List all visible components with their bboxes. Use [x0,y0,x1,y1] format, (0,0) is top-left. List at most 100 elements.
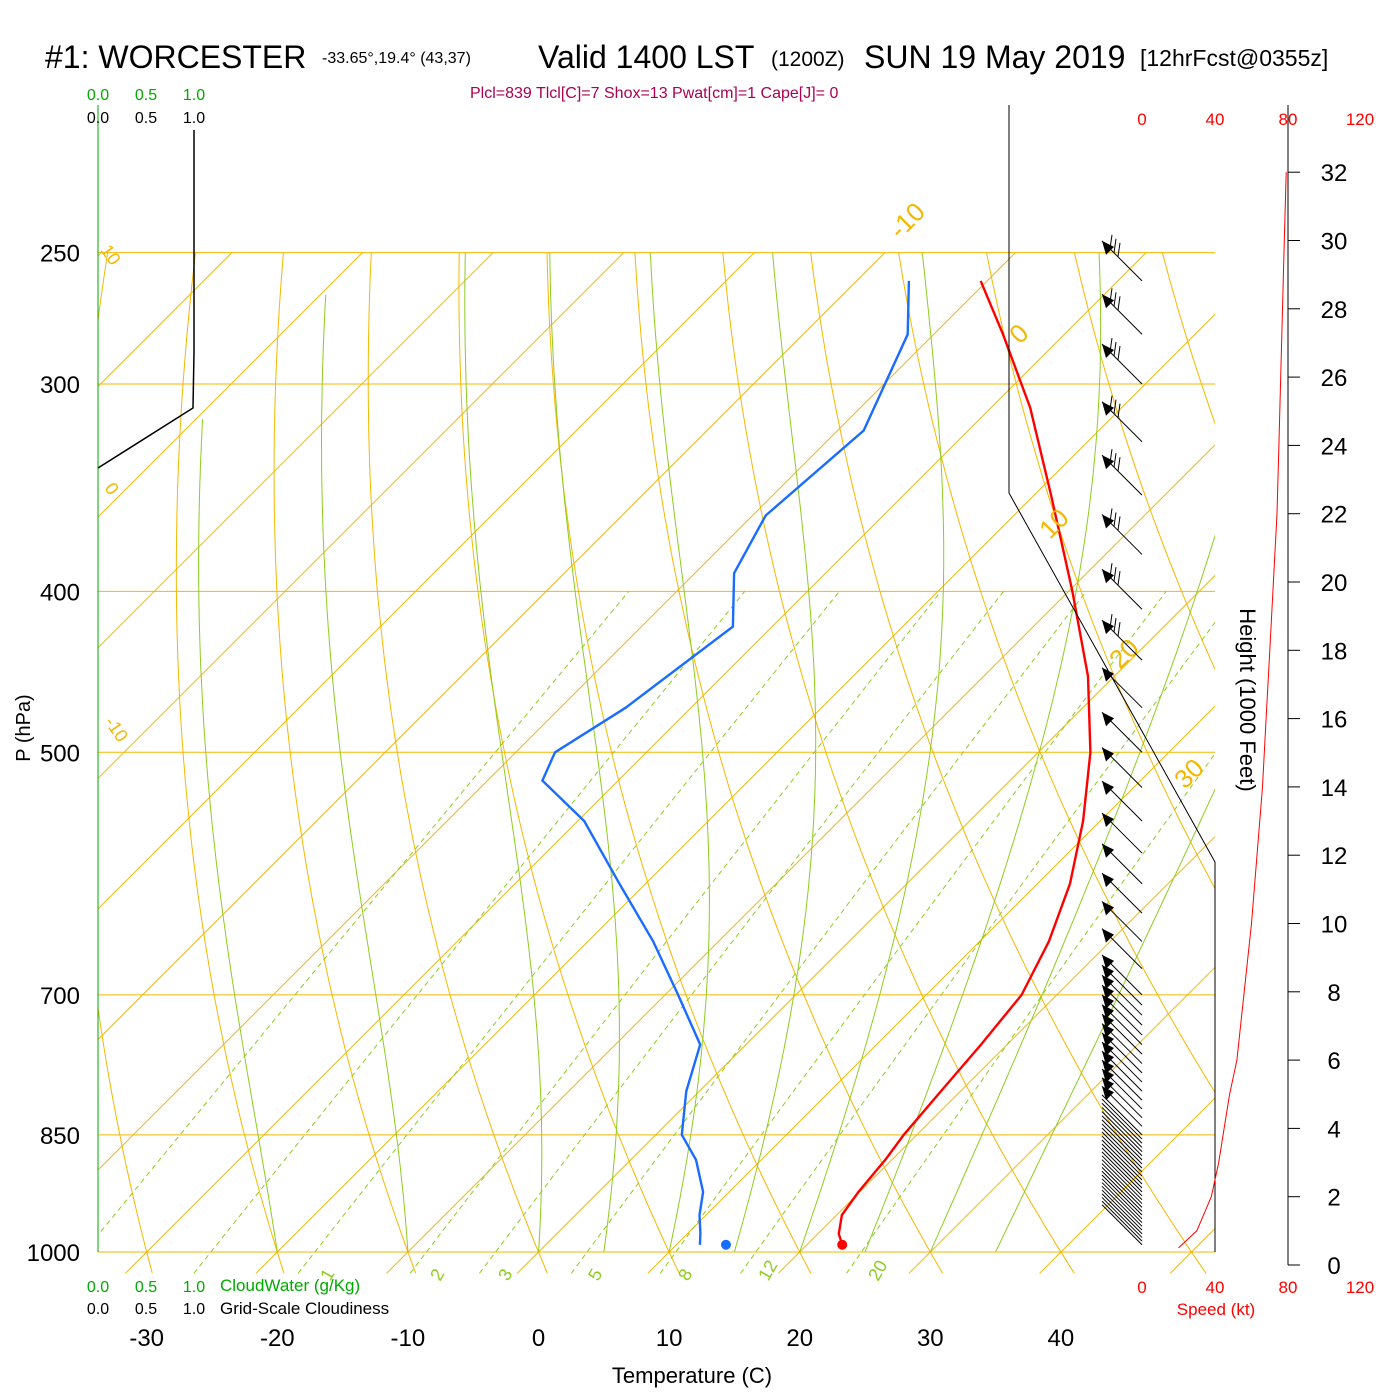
wind-barb-pennant [1102,1051,1114,1066]
isotherm-line [647,705,1215,1274]
wind-barb-pennant [1102,873,1114,888]
wind-barb-staff [1101,1111,1143,1152]
wind-barb-pennant [1102,843,1114,858]
wind-barb-pennant [1102,294,1114,309]
isobar-lines [98,252,1215,1253]
wind-barb-pennant [1102,1086,1114,1101]
isotherm-line [98,252,1016,1171]
wind-barb-staff [1101,1094,1143,1136]
isotherm-line [778,835,1215,1274]
wind-barb-pennant [1102,813,1114,828]
isotherm-line [98,252,755,910]
wind-barb-feather [1109,395,1113,410]
wind-barb-staff [1101,1178,1143,1220]
wind-barb-pennant [1102,712,1114,727]
pressure-tick-label: 1000 [27,1240,80,1267]
wind-barb-feather [1113,453,1117,468]
dry-adiabat-line [98,252,153,1274]
cloud-water-scale-label: 0.0 [87,1279,109,1296]
cloudiness-scale-label: 0.5 [135,110,157,127]
height-tick-label: 2 [1327,1185,1340,1212]
moist-adiabat-line [799,252,945,1253]
wind-barb-staff [1101,1147,1143,1189]
height-tick-label: 20 [1321,570,1348,597]
wind-barb-pennant [1102,985,1114,1000]
surface-temperature-marker [837,1239,848,1250]
wind-barb-pennant [1102,401,1114,416]
dry-adiabat-line [1073,252,1215,671]
wind-barb-staff [1101,1170,1143,1212]
wind-barb-pennant [1102,1077,1114,1092]
wind-barb-feather [1109,563,1113,578]
wind-barb-staff [1101,1143,1143,1185]
forecast-info: [12hrFcst@0355z] [1140,45,1328,71]
height-tick-label: 26 [1321,365,1348,392]
mixing-ratio-line [98,591,630,1236]
wind-barb-pennant [1102,1014,1114,1029]
cloudiness-scale-label: 0.0 [87,110,109,127]
temperature-tick-label: 20 [786,1325,813,1352]
dry-adiabat-line [546,252,812,1274]
utc-time: (1200Z) [771,48,845,71]
pressure-tick-label: 400 [40,579,80,606]
moist-adiabat-lines [198,252,1215,1253]
station-coords: -33.65°,19.4° (43,37) [322,50,471,67]
wind-barb-feather [1113,618,1117,633]
wind-barb-feather [1117,622,1121,637]
speed-label: Speed (kt) [1177,1300,1255,1319]
height-tick-label: 22 [1321,502,1348,529]
height-tick-label: 0 [1327,1253,1340,1280]
speed-scale-label: 40 [1206,1278,1225,1297]
wind-barb-staff [1101,1098,1143,1140]
pressure-tick-label: 850 [40,1123,80,1150]
wind-barb-feather [1117,296,1121,311]
wind-barb-feather [1117,345,1121,361]
wind-barbs [1101,234,1143,1246]
moist-adiabat-line [649,252,710,1253]
moist-adiabat-line [464,252,543,1253]
temperature-tick-label: 0 [532,1325,545,1352]
forecast-date: SUN 19 May 2019 [864,39,1125,75]
wind-barb-feather [1109,234,1113,249]
temperature-tick-label: -20 [260,1325,295,1352]
x-axis-title: Temperature (C) [612,1363,772,1388]
wind-barb-staff [1101,1185,1143,1227]
dewpoint-line [540,280,911,1245]
surface-dewpoint-marker [720,1239,731,1250]
moist-adiabat-line [320,294,409,1253]
temperature-tick-label: -10 [391,1325,426,1352]
height-tick-label: 14 [1321,775,1348,802]
cloudiness-label: Grid-Scale Cloudiness [220,1299,389,1318]
wind-barb-pennant [1102,781,1114,796]
y-axis-title: P (hPa) [13,694,35,761]
wind-barb-staff [1101,1131,1143,1173]
wind-barb-staff [1101,1151,1143,1193]
wind-barb-feather [1113,341,1117,357]
wind-barb-staff [1101,1189,1143,1231]
wind-barb-pennant [1102,455,1114,470]
wind-barb-feather [1113,399,1117,414]
height-tick-label: 32 [1321,160,1348,187]
wind-barb-staff [1101,1193,1143,1235]
wind-barb-pennant [1102,975,1114,990]
speed-scale-label: 120 [1346,110,1374,129]
speed-scale-label: 0 [1137,110,1146,129]
wind-barb-staff [1101,1102,1143,1144]
moist-adiabat-line [929,534,1215,1253]
cloudiness-scale-label: 0.5 [135,1301,157,1318]
wind-barb-feather [1117,242,1121,257]
wind-barb-staff [1101,1163,1143,1204]
station-title: #1: WORCESTER [45,39,306,75]
isotherm-line [125,252,1147,1274]
wind-barb-feather [1117,571,1121,586]
cloud-panel: 0.0 0.0 0.5 0.5 1.0 1.0 0.0 0.0 0.5 0.5 1.0 1.0 [87,87,205,1318]
wind-barb-feather [1109,337,1113,353]
isotherm-line [386,444,1215,1274]
wind-barb-pennant [1102,1060,1114,1075]
sounding-profiles [540,280,1092,1250]
wind-barb-feather [1117,457,1121,472]
pressure-tick-label: 250 [40,241,80,268]
isotherm-line [98,252,625,780]
